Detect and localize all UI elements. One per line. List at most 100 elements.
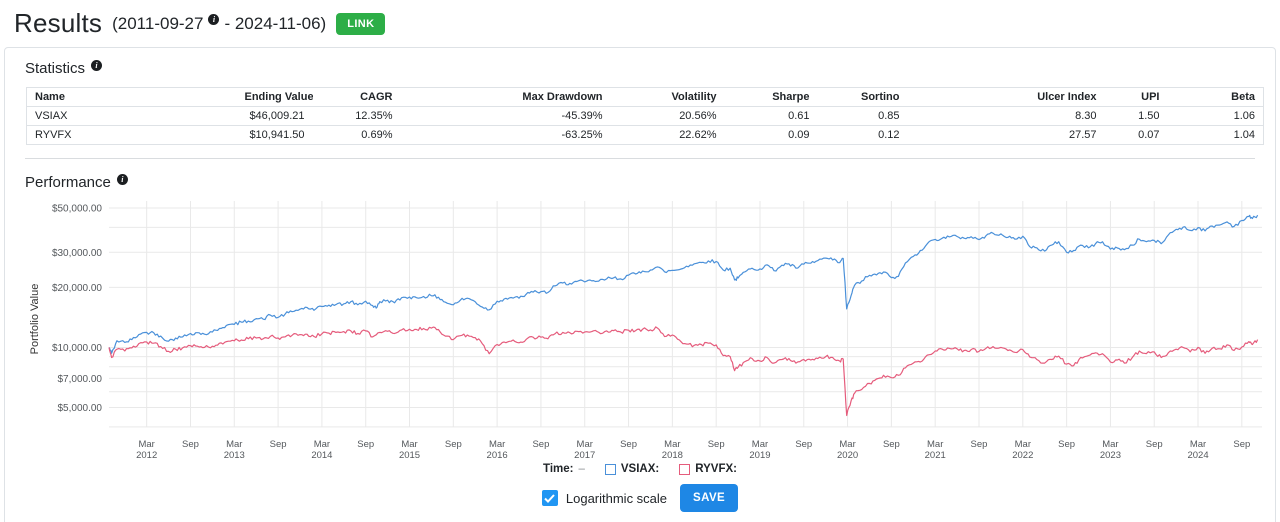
page-title: Results [14,8,103,38]
svg-text:Sep: Sep [795,439,812,450]
statistics-section-title: Statistics i [25,60,1275,77]
svg-text:2019: 2019 [749,450,770,461]
y-axis-title: Portfolio Value [29,283,41,355]
table-cell: 27.57 [907,125,1105,145]
legend-time-value: – [578,463,585,475]
section-divider [25,158,1255,159]
svg-text:$5,000.00: $5,000.00 [58,403,103,414]
svg-text:$20,000.00: $20,000.00 [52,283,102,294]
svg-text:2014: 2014 [311,450,332,461]
table-cell: 1.06 [1167,106,1264,126]
table-cell: 0.85 [817,106,908,126]
date-range: (2011-09-27 i - 2024-11-06) [112,14,326,34]
statistics-table: Name Ending Value CAGR Max Drawdown Volatili… [26,87,1264,145]
column-header: Sharpe [724,87,818,107]
svg-text:2024: 2024 [1187,450,1208,461]
chart-controls: Logarithmic scale SAVE [5,484,1275,512]
info-icon[interactable]: i [116,174,128,185]
statistics-title: Statistics [25,60,86,77]
legend-item-vsiax[interactable]: VSIAX: [604,463,660,475]
table-cell: 0.09 [724,125,818,145]
table-cell: RYVFX [26,125,237,145]
svg-text:Mar: Mar [401,439,417,450]
log-scale-label[interactable]: Logarithmic scale [565,490,668,506]
info-icon[interactable]: i [208,14,220,25]
svg-text:Mar: Mar [1015,439,1031,450]
table-cell: 12.35% [312,106,401,126]
table-cell: $10,941.50 [236,125,313,145]
table-cell: 8.30 [907,106,1105,126]
svg-text:2016: 2016 [487,450,508,461]
svg-text:2013: 2013 [224,450,245,461]
svg-text:Sep: Sep [1233,439,1250,450]
column-header: Ulcer Index [907,87,1105,107]
series-line-ryvfx[interactable] [108,326,1259,417]
date-range-end: - 2024-11-06) [224,13,327,33]
table-cell: 0.12 [817,125,908,145]
svg-text:2017: 2017 [574,450,595,461]
legend-item-ryvfx[interactable]: RYVFX: [679,463,737,475]
column-header: Ending Value [236,87,313,107]
column-header: UPI [1104,87,1168,107]
table-cell: 22.62% [610,125,725,145]
chart-legend: Time: – VSIAX: RYVFX: [5,463,1275,475]
table-row: RYVFX $10,941.50 0.69% -63.25% 22.62% 0.09 0.1… [26,125,1264,145]
svg-text:2021: 2021 [925,450,946,461]
table-cell: VSIAX [26,106,237,126]
svg-text:Mar: Mar [752,439,768,450]
page-header: Results (2011-09-27 i - 2024-11-06) LINK [0,0,1280,43]
legend-time: Time: – [543,463,585,475]
table-header-row: Name Ending Value CAGR Max Drawdown Volatili… [26,87,1264,107]
svg-text:Sep: Sep [1058,439,1075,450]
legend-swatch [604,463,616,475]
table-cell: $46,009.21 [236,106,313,126]
table-cell: 1.04 [1167,125,1264,145]
svg-text:2015: 2015 [399,450,420,461]
column-header: Sortino [817,87,908,107]
statistics-table-body: VSIAX $46,009.21 12.35% -45.39% 20.56% 0.61 0.… [26,106,1264,145]
svg-text:2012: 2012 [136,450,157,461]
svg-text:Sep: Sep [182,439,199,450]
column-header: Max Drawdown [400,87,611,107]
save-button[interactable]: SAVE [680,484,739,512]
svg-text:Mar: Mar [664,439,680,450]
svg-text:Sep: Sep [532,439,549,450]
table-cell: 0.61 [724,106,818,126]
table-cell: 20.56% [610,106,725,126]
table-cell: 0.69% [312,125,401,145]
svg-text:Sep: Sep [1146,439,1163,450]
legend-label: VSIAX: [620,463,660,475]
table-cell: -63.25% [400,125,611,145]
svg-text:Mar: Mar [927,439,943,450]
svg-text:Mar: Mar [226,439,242,450]
performance-chart-area: Portfolio Value $50,000.00 $30,000.00 $20,… [25,197,1265,463]
table-cell: 1.50 [1104,106,1168,126]
legend-label: RYVFX: [695,463,737,475]
svg-text:Mar: Mar [314,439,330,450]
svg-text:Mar: Mar [839,439,855,450]
svg-text:2018: 2018 [662,450,683,461]
log-scale-checkbox[interactable] [541,490,558,506]
info-icon[interactable]: i [91,60,103,71]
svg-text:Sep: Sep [445,439,462,450]
svg-text:$30,000.00: $30,000.00 [52,248,102,259]
date-range-start: (2011-09-27 [112,13,204,33]
check-icon [544,493,556,503]
log-scale-toggle[interactable]: Logarithmic scale [541,490,668,506]
column-header: CAGR [312,87,401,107]
svg-text:Sep: Sep [270,439,287,450]
link-button[interactable]: LINK [336,12,386,35]
svg-text:$7,000.00: $7,000.00 [58,374,103,385]
column-header: Beta [1167,87,1264,107]
svg-text:2022: 2022 [1012,450,1033,461]
svg-text:2023: 2023 [1100,450,1121,461]
svg-text:Mar: Mar [1102,439,1118,450]
svg-text:Mar: Mar [1190,439,1206,450]
svg-text:Sep: Sep [708,439,725,450]
series-line-vsiax[interactable] [108,214,1259,354]
performance-chart[interactable]: $50,000.00 $30,000.00 $20,000.00 $10,000.00… [25,197,1265,463]
table-row: VSIAX $46,009.21 12.35% -45.39% 20.56% 0.61 0.… [26,106,1264,126]
svg-text:Sep: Sep [620,439,637,450]
svg-text:Mar: Mar [489,439,505,450]
performance-title: Performance [25,174,111,191]
